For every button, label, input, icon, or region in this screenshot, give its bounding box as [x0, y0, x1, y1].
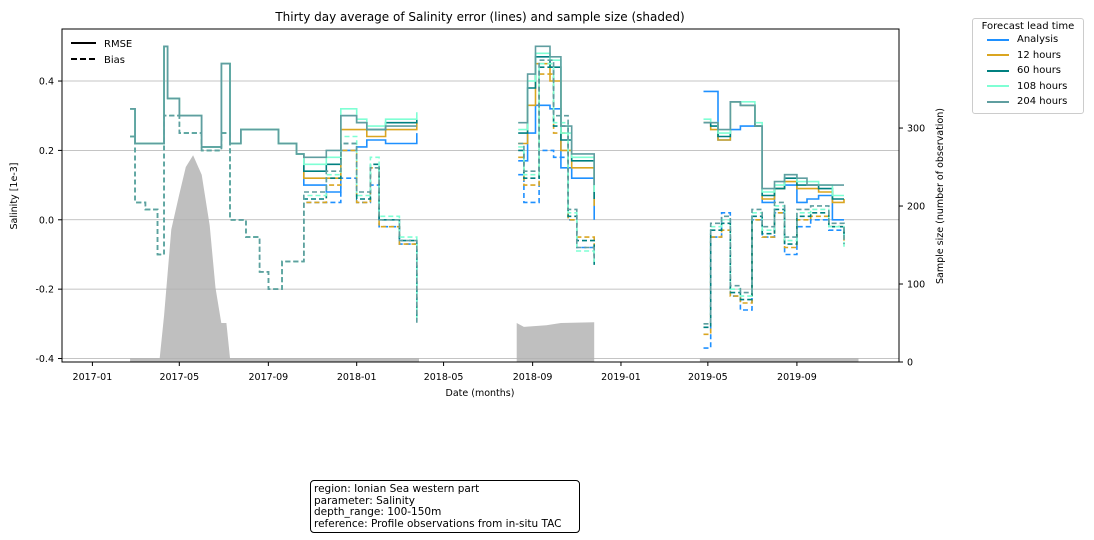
lead-legend-item: 108 hours [973, 79, 1083, 95]
y-tick-label-0: 0.4 [39, 77, 54, 88]
lead-time-legend: Forecast lead time Analysis 12 hours 60 ho… [972, 18, 1084, 114]
lead-legend-label: 108 hours [1017, 80, 1068, 92]
rmse-line-0-1 [518, 104, 595, 220]
rmse-line-3-1 [518, 52, 595, 192]
y-tick-label-4: -0.4 [35, 354, 54, 365]
rmse-line-4-2 [703, 101, 844, 190]
y2-tick-label-2: 100 [907, 280, 925, 291]
lead-legend-item: 12 hours [973, 48, 1083, 64]
sample-size-bars [130, 155, 859, 362]
info-reference: reference: Profile observations from in-… [314, 517, 562, 530]
x-tick-label-1: 2017-05 [159, 372, 199, 383]
metadata-box: region: Ionian Sea western part paramete… [310, 480, 580, 533]
rmse-line-3-0 [130, 45, 418, 166]
bias-line-3-1 [518, 62, 595, 265]
info-region: region: Ionian Sea western part [314, 483, 480, 495]
sample-size-area-1 [516, 322, 595, 362]
y-tick-label-1: 0.2 [39, 146, 54, 157]
y2-tick-label-0: 300 [907, 124, 925, 135]
lead-legend-swatch [987, 38, 1009, 41]
x-axis-ticks: 2017-01 2017-05 2017-09 2018-01 2018-05 2018-… [73, 362, 817, 383]
x-tick-label-8: 2019-09 [777, 372, 817, 383]
lead-legend-label: 204 hours [1017, 96, 1068, 108]
lead-legend-swatch [987, 100, 1009, 103]
rmse-line-1-1 [518, 62, 595, 206]
lead-legend-label: 60 hours [1017, 65, 1062, 77]
chart-title: Thirty day average of Salinity error (li… [274, 10, 684, 24]
series-lines [130, 45, 845, 349]
bias-line-4-2 [703, 201, 845, 325]
x-tick-label-7: 2019-05 [688, 372, 728, 383]
lead-legend-item: 204 hours [973, 94, 1083, 110]
bias-legend-label: Bias [104, 55, 125, 66]
x-tick-label-3: 2018-01 [337, 372, 377, 383]
rmse-line-2-0 [130, 45, 418, 172]
rmse-line-0-0 [130, 45, 418, 193]
rmse-line-1-0 [130, 45, 418, 179]
rmse-line-4-0 [130, 45, 417, 159]
rmse-line-2-1 [518, 56, 595, 199]
y2-tick-label-3: 0 [907, 358, 913, 369]
info-depth-range: depth_range: 100-150m [314, 506, 442, 518]
x-tick-label-6: 2019-01 [601, 372, 641, 383]
lead-legend-item: 60 hours [973, 63, 1083, 79]
sample-size-area-2 [699, 358, 859, 362]
lead-legend-label: 12 hours [1017, 49, 1062, 61]
y2-tick-label-1: 200 [907, 202, 925, 213]
bias-line-0-2 [703, 212, 845, 349]
y-tick-label-2: 0.0 [39, 215, 54, 226]
bias-line-2-2 [703, 208, 845, 329]
rmse-line-4-1 [518, 45, 595, 186]
bias-line-4-1 [518, 59, 595, 262]
lead-legend-swatch [987, 69, 1009, 72]
bias-line-4-0 [130, 114, 418, 324]
sample-size-area-0 [130, 155, 419, 362]
rmse-line-0-2 [703, 90, 844, 221]
lead-legend-label: Analysis [1017, 34, 1059, 46]
x-tick-label-2: 2017-09 [249, 372, 289, 383]
lead-legend-swatch [987, 85, 1009, 88]
style-legend: RMSE Bias [71, 39, 132, 66]
y-tick-label-3: -0.2 [35, 285, 54, 296]
lead-time-legend-title: Forecast lead time [981, 21, 1075, 32]
y2-axis-label: Sample size (number of observation) [935, 108, 946, 284]
x-tick-label-4: 2018-05 [424, 372, 464, 383]
rmse-line-3-2 [703, 101, 844, 197]
rmse-legend-label: RMSE [104, 39, 132, 50]
bias-line-2-1 [518, 66, 595, 265]
x-axis-label: Date (months) [446, 388, 515, 399]
y-axis-ticks: 0.4 0.2 0.0 -0.2 -0.4 [35, 77, 62, 365]
lead-legend-item: Analysis [973, 32, 1083, 48]
y2-axis-ticks: 300 200 100 0 [899, 124, 925, 369]
lead-legend-swatch [987, 54, 1009, 57]
info-parameter: parameter: Salinity [314, 494, 415, 507]
y-axis-label: Salinity [1e-3] [9, 163, 20, 230]
x-tick-label-5: 2018-09 [513, 372, 553, 383]
rmse-line-1-2 [703, 101, 845, 204]
plot-frame [61, 28, 900, 363]
x-tick-label-0: 2017-01 [73, 372, 113, 383]
